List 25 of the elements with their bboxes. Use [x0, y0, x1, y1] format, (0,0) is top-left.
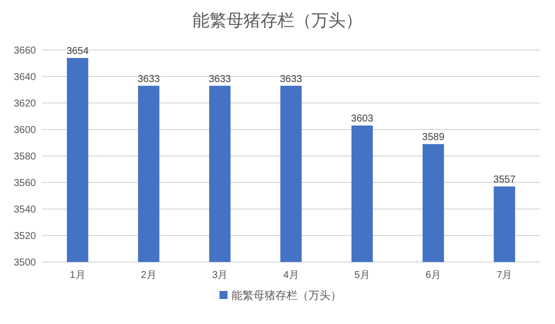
x-tick-label: 5月	[354, 270, 370, 281]
x-tick-label: 2月	[140, 270, 156, 281]
data-label: 3633	[138, 74, 160, 85]
x-tick-label: 4月	[283, 270, 299, 281]
y-tick-label: 3660	[14, 46, 36, 56]
data-label: 3654	[66, 46, 90, 57]
legend-label: 能繁母猪存栏（万头）	[232, 289, 342, 302]
y-tick-label: 3620	[14, 98, 36, 110]
data-label: 3633	[280, 74, 303, 85]
y-tick-label: 3560	[14, 178, 36, 189]
y-tick-label: 3540	[14, 204, 36, 216]
y-tick-label: 3640	[14, 72, 36, 83]
data-label: 3603	[351, 114, 374, 125]
x-tick-label: 3月	[212, 270, 228, 281]
x-tick-label: 7月	[496, 270, 512, 281]
x-tick-label: 1月	[70, 270, 86, 281]
chart-title: 能繁母猪存栏（万头）	[192, 11, 362, 30]
x-tick-label: 6月	[426, 270, 442, 281]
y-tick-label: 3600	[14, 125, 36, 136]
y-tick-label: 3500	[14, 258, 36, 268]
data-label: 3557	[493, 174, 516, 186]
data-label: 3633	[208, 74, 232, 85]
data-label: 3589	[422, 132, 445, 144]
y-tick-label: 3580	[14, 152, 36, 162]
y-tick-label: 3520	[14, 231, 36, 242]
